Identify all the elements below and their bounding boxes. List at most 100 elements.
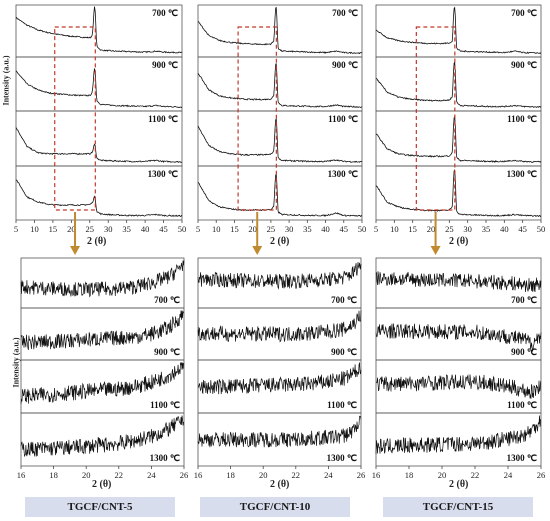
xrd-trace-2 — [375, 60, 542, 108]
x-tick-label: 22 — [115, 470, 124, 480]
temperature-label: 1300 ℃ — [328, 169, 358, 179]
x-tick-label: 10 — [390, 224, 399, 234]
temperature-label: 700 ℃ — [332, 8, 358, 18]
x-tick-label: 26 — [357, 470, 366, 480]
xrd-trace-4 — [197, 173, 363, 218]
temperature-label: 900 ℃ — [154, 347, 180, 357]
xrd-trace-2 — [375, 323, 542, 353]
temperature-label: 700 ℃ — [152, 8, 178, 18]
temperature-label: 1300 ℃ — [327, 453, 357, 463]
x-tick-label: 18 — [226, 470, 235, 480]
xrd-trace-2 — [15, 68, 183, 109]
x-tick-label: 50 — [178, 224, 187, 234]
x-tick-label: 30 — [104, 224, 113, 234]
zoom-panel-1: 700 ℃ 900 ℃ 1100 ℃ 1300 ℃ 16 18 20 22 24 26 — [17, 257, 189, 480]
sample-label-cnt10: TGCF/CNT-10 — [200, 497, 350, 517]
x-tick-label: 20 — [427, 224, 436, 234]
temperature-label: 1300 ℃ — [507, 169, 537, 179]
x-tick-label: 50 — [358, 224, 367, 234]
temperature-label: 1300 ℃ — [507, 453, 537, 463]
x-tick-label: 30 — [463, 224, 472, 234]
xrd-trace-1 — [197, 6, 363, 55]
xrd-trace-4 — [375, 415, 542, 454]
xrd-trace-3 — [375, 116, 542, 163]
x-tick-label: 20 — [259, 470, 268, 480]
x-tick-label: 24 — [147, 470, 156, 480]
xrd-trace-3 — [375, 374, 542, 399]
x-tick-label: 16 — [17, 470, 26, 480]
x-tick-label: 20 — [438, 470, 447, 480]
zoom-panel-2: 700 ℃ 900 ℃ 1100 ℃ 1300 ℃ 16 18 20 22 24 26 — [194, 257, 366, 480]
xrd-trace-1 — [15, 6, 183, 54]
x-tick-label: 18 — [405, 470, 414, 480]
xrd-trace-1 — [375, 271, 542, 293]
temperature-label: 900 ℃ — [331, 347, 357, 357]
x-axis-label-top-2: 2 (θ) — [270, 236, 290, 247]
x-tick-label: 10 — [30, 224, 39, 234]
x-tick-label: 45 — [159, 224, 168, 234]
x-tick-label: 40 — [500, 224, 509, 234]
temperature-label: 1100 ℃ — [148, 114, 178, 124]
x-tick-label: 25 — [267, 224, 276, 234]
subplot-frame — [197, 165, 363, 221]
temperature-label: 1100 ℃ — [507, 114, 537, 124]
x-tick-label: 45 — [340, 224, 349, 234]
sample-label-cnt15: TGCF/CNT-15 — [383, 497, 533, 517]
subplot-frame — [375, 412, 542, 467]
x-tick-label: 22 — [292, 470, 301, 480]
x-tick-label: 40 — [321, 224, 330, 234]
x-tick-label: 20 — [67, 224, 76, 234]
xrd-trace-2 — [20, 310, 185, 350]
temperature-label: 1100 ℃ — [327, 400, 357, 410]
xrd-trace-2 — [197, 310, 362, 343]
xrd-trace-4 — [20, 415, 185, 457]
y-axis-label-bottom: Intensity (a.u.) — [11, 337, 21, 388]
x-tick-label: 24 — [324, 470, 333, 480]
temperature-label: 700 ℃ — [511, 8, 537, 18]
temperature-label: 1100 ℃ — [507, 400, 537, 410]
subplot-frame — [375, 165, 542, 221]
x-tick-label: 5 — [14, 224, 18, 234]
x-tick-label: 24 — [504, 470, 513, 480]
subplot-frame — [15, 165, 183, 221]
x-tick-label: 50 — [537, 224, 546, 234]
x-tick-label: 20 — [82, 470, 91, 480]
temperature-label: 1100 ℃ — [150, 400, 180, 410]
temperature-label: 700 ℃ — [154, 295, 180, 305]
temperature-label: 1300 ℃ — [148, 169, 178, 179]
subplot-frame — [20, 412, 185, 467]
xrd-trace-4 — [375, 169, 542, 218]
x-tick-label: 35 — [482, 224, 491, 234]
x-tick-label: 35 — [303, 224, 312, 234]
x-tick-label: 26 — [180, 470, 189, 480]
xrd-trace-4 — [15, 179, 183, 218]
xrd-trace-1 — [20, 260, 185, 298]
xrd-trace-2 — [197, 63, 363, 108]
x-tick-label: 40 — [141, 224, 150, 234]
x-axis-label-bottom-1: 2 (θ) — [92, 479, 112, 490]
zoom-arrow-head — [252, 246, 263, 255]
temperature-label: 1300 ℃ — [150, 453, 180, 463]
temperature-label: 900 ℃ — [152, 60, 178, 70]
x-tick-label: 15 — [230, 224, 239, 234]
zoom-region-box — [237, 26, 277, 211]
full-range-panel-1: 700 ℃ 900 ℃ 1100 ℃ 1300 ℃ 5 10 15 20 25 30 35 40 45 5… — [14, 4, 187, 255]
x-tick-label: 22 — [471, 470, 480, 480]
subplot-frame — [197, 412, 362, 467]
x-tick-label: 10 — [212, 224, 221, 234]
x-tick-label: 5 — [374, 224, 378, 234]
temperature-label: 900 ℃ — [511, 347, 537, 357]
x-tick-label: 25 — [86, 224, 95, 234]
full-range-panel-3: 700 ℃ 900 ℃ 1100 ℃ 1300 ℃ 5 10 15 20 25 30 35 40 45 5… — [374, 4, 546, 255]
x-tick-label: 35 — [122, 224, 131, 234]
temperature-label: 700 ℃ — [511, 295, 537, 305]
x-tick-label: 25 — [445, 224, 454, 234]
temperature-label: 900 ℃ — [332, 60, 358, 70]
zoom-arrow-head — [70, 246, 81, 255]
x-tick-label: 20 — [248, 224, 257, 234]
temperature-label: 700 ℃ — [331, 295, 357, 305]
x-tick-label: 16 — [372, 470, 381, 480]
temperature-label: 1100 ℃ — [328, 114, 358, 124]
x-tick-label: 30 — [285, 224, 294, 234]
xrd-trace-1 — [197, 262, 362, 290]
